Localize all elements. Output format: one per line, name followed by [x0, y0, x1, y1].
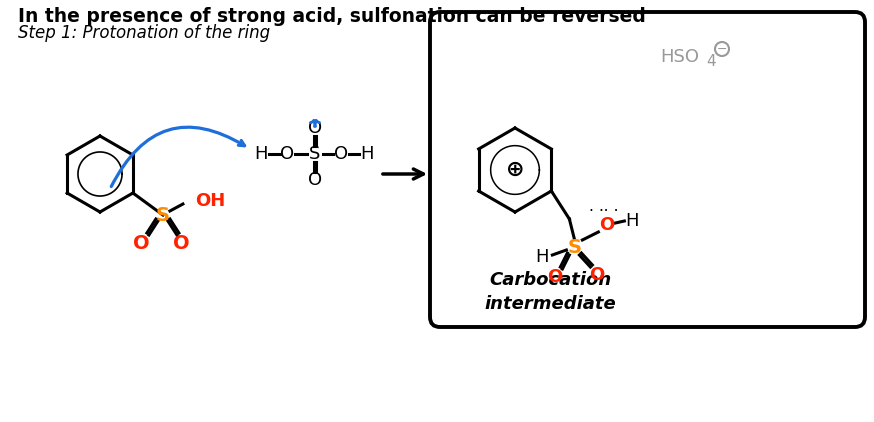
Text: O: O	[280, 145, 294, 163]
Text: H: H	[360, 145, 374, 163]
Text: H: H	[626, 212, 639, 230]
Text: S: S	[567, 238, 581, 257]
Text: HSO: HSO	[660, 48, 699, 66]
Text: O: O	[133, 233, 149, 252]
Text: ·  ·: · ·	[599, 203, 618, 219]
Text: OH: OH	[195, 192, 225, 210]
Text: ⊕: ⊕	[506, 160, 524, 180]
Text: S: S	[156, 206, 170, 225]
Text: O: O	[599, 216, 614, 234]
Text: O: O	[589, 266, 604, 284]
FancyBboxPatch shape	[430, 12, 865, 327]
Text: −: −	[717, 43, 727, 56]
Text: S: S	[309, 145, 321, 163]
Text: O: O	[308, 171, 322, 189]
Text: O: O	[172, 233, 190, 252]
Text: In the presence of strong acid, sulfonation can be reversed: In the presence of strong acid, sulfonat…	[18, 7, 646, 26]
Text: O: O	[547, 268, 562, 286]
Text: Carbocation
intermediate: Carbocation intermediate	[484, 271, 616, 313]
Text: O: O	[334, 145, 348, 163]
Text: ·  ·: · ·	[588, 203, 608, 219]
Text: H: H	[254, 145, 267, 163]
Text: O: O	[308, 119, 322, 137]
Text: 4: 4	[706, 54, 716, 68]
Text: H: H	[536, 248, 549, 266]
Text: Step 1: Protonation of the ring: Step 1: Protonation of the ring	[18, 24, 270, 42]
